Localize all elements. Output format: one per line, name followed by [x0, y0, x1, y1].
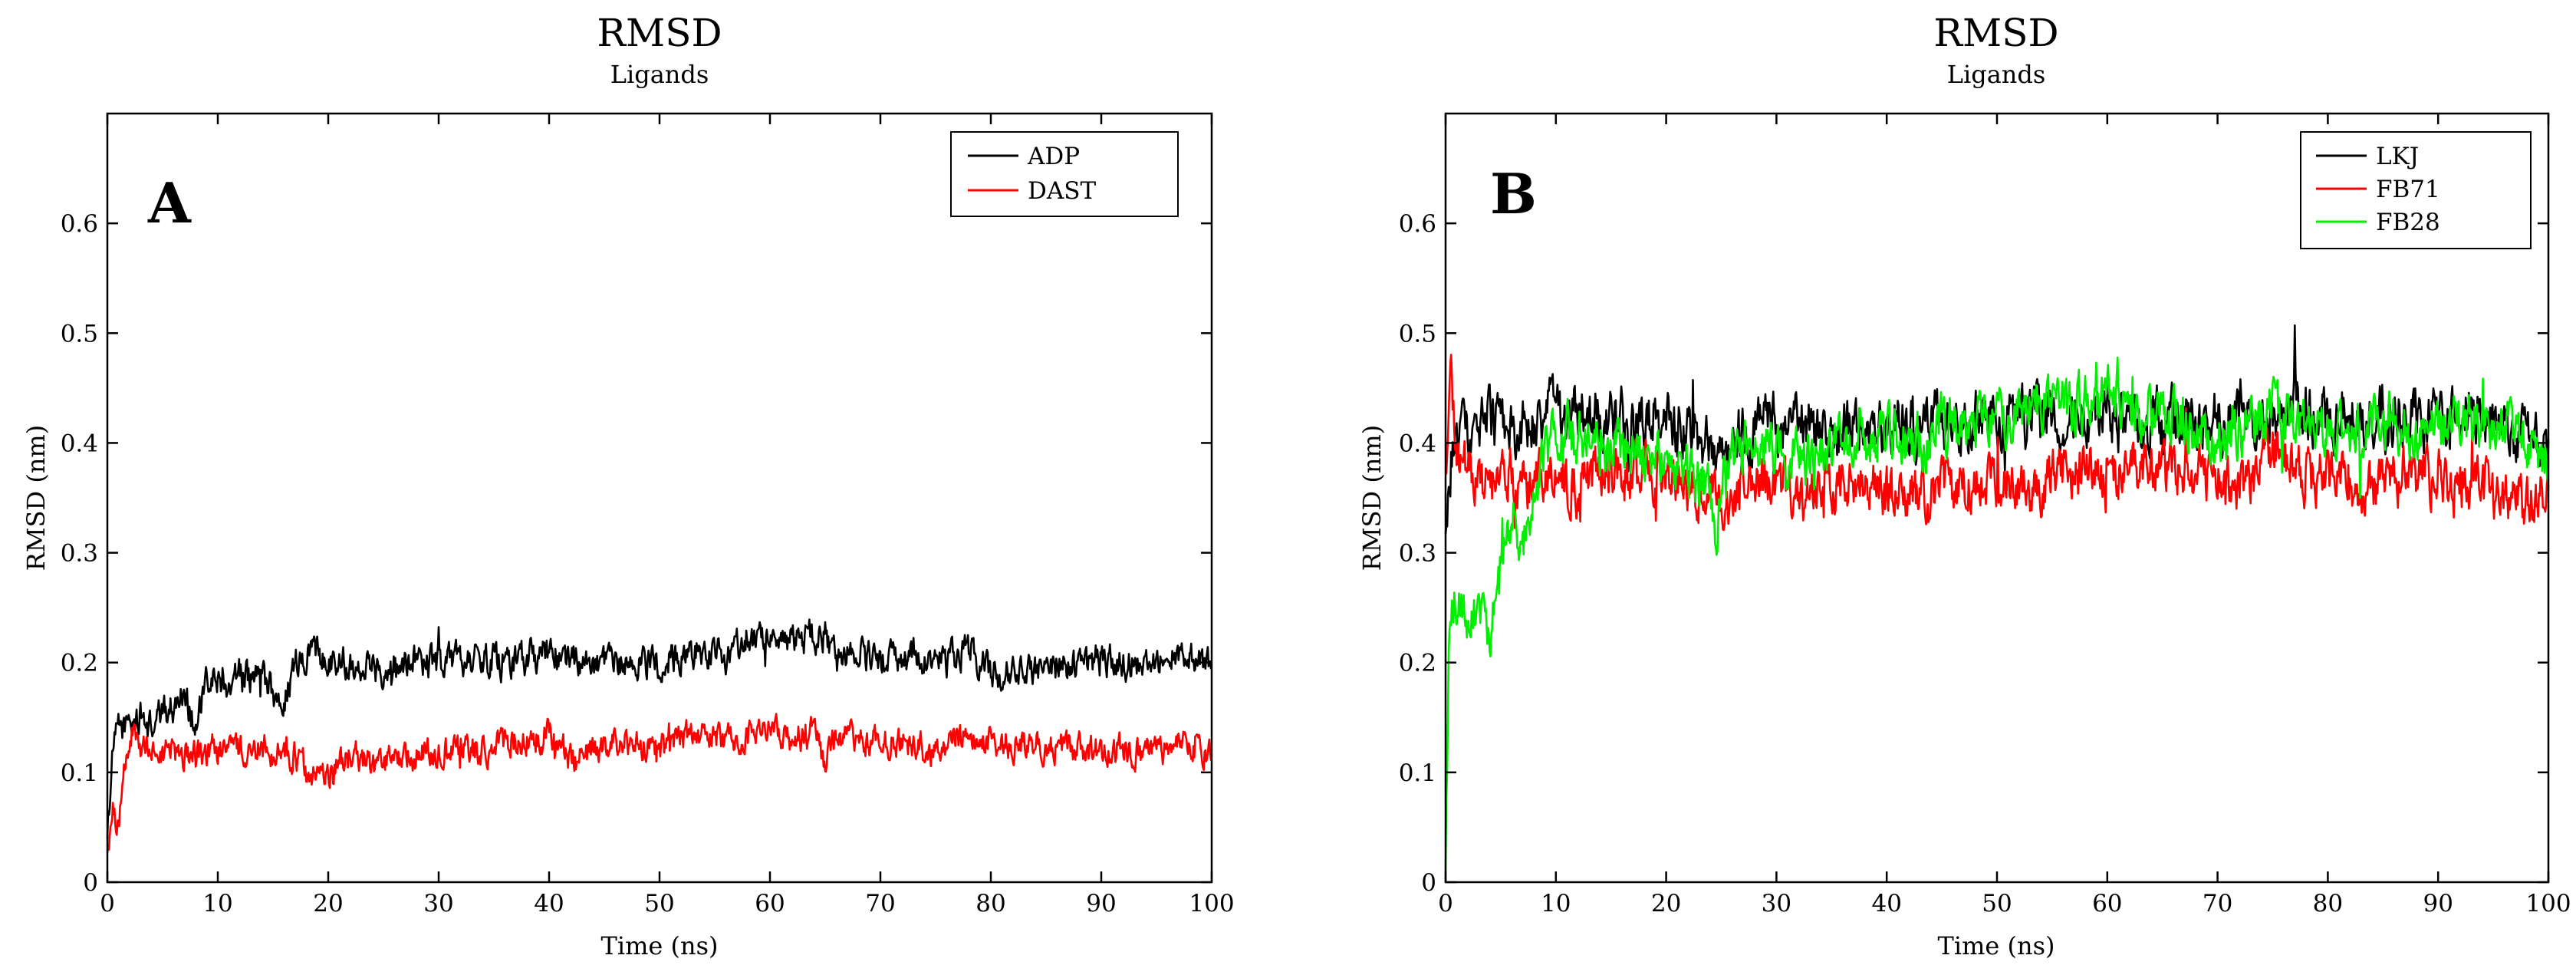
x-tick-label: 40 — [534, 890, 564, 917]
x-tick-label: 20 — [313, 890, 343, 917]
panel-b-letter: B — [1490, 161, 1537, 226]
panel-b-y-axis-label: RMSD (nm) — [1357, 425, 1387, 571]
panel-b-x-axis-label: Time (ns) — [1937, 931, 2055, 960]
y-tick-label: 0.4 — [1399, 430, 1436, 457]
legend-label-fb28: FB28 — [2376, 209, 2440, 236]
x-tick-label: 50 — [1982, 890, 2012, 917]
y-tick-label: 0.2 — [1399, 650, 1436, 677]
panel-a-y-axis-label: RMSD (nm) — [21, 425, 51, 571]
legend-label-fb71: FB71 — [2376, 176, 2440, 203]
x-tick-label: 100 — [1189, 890, 1234, 917]
panel-a-legend: ADP DAST — [950, 131, 1179, 217]
y-tick-label: 0.2 — [61, 650, 98, 677]
y-tick-label: 0.1 — [61, 759, 98, 787]
x-tick-label: 10 — [1541, 890, 1571, 917]
y-tick-label: 0.4 — [61, 430, 98, 457]
series-line-fb28 — [1444, 356, 2550, 871]
x-tick-label: 90 — [2423, 890, 2453, 917]
y-tick-label: 0.1 — [1399, 759, 1436, 787]
x-tick-label: 70 — [2203, 890, 2232, 917]
panel-a-plot-area: 0 10 20 30 40 50 60 70 80 90 100 0 0.1 0.2 0.3 0.4 0.5 0.… — [61, 112, 1235, 917]
legend-label-dast: DAST — [1028, 177, 1096, 205]
panel-a: RMSD Ligands 0 10 20 30 40 50 60 70 80 90 10000.10… — [21, 11, 1235, 960]
panel-a-legend-box — [950, 131, 1179, 217]
y-tick-label: 0.5 — [1399, 320, 1436, 348]
panel-a-axes-frame — [106, 112, 1213, 884]
x-tick-label: 40 — [1871, 890, 1901, 917]
panel-b-plot-area: 0 10 20 30 40 50 60 70 80 90 100 0 0.1 0.2 0.3 0.4 0.5 0.… — [1399, 112, 2571, 917]
legend-label-adp: ADP — [1027, 143, 1080, 170]
x-tick-label: 100 — [2525, 890, 2571, 917]
y-tick-label: 0.6 — [1399, 210, 1436, 238]
x-tick-label: 60 — [755, 890, 785, 917]
y-tick-label: 0.5 — [61, 320, 98, 348]
x-tick-label: 0 — [1438, 890, 1453, 917]
x-tick-label: 70 — [865, 890, 895, 917]
x-tick-label: 60 — [2092, 890, 2122, 917]
y-tick-label: 0.6 — [61, 210, 98, 238]
y-tick-label: 0.3 — [61, 540, 98, 568]
series-line-dast — [106, 713, 1213, 853]
panel-b-legend-box — [2300, 131, 2532, 249]
x-tick-label: 90 — [1086, 890, 1116, 917]
y-tick-label: 0 — [1421, 869, 1436, 897]
panel-b: RMSD Ligands 0 10 20 30 40 50 60 70 80 90 10000.10… — [1357, 11, 2571, 960]
x-tick-label: 80 — [2313, 890, 2343, 917]
x-tick-label: 30 — [423, 890, 453, 917]
x-tick-label: 30 — [1762, 890, 1791, 917]
x-tick-label: 20 — [1651, 890, 1681, 917]
y-tick-label: 0 — [83, 869, 98, 897]
panel-a-subtitle: Ligands — [610, 60, 709, 89]
panel-b-title: RMSD — [1933, 11, 2058, 55]
panel-a-letter: A — [147, 170, 192, 236]
panel-a-title: RMSD — [597, 11, 722, 55]
panel-a-x-axis-label: Time (ns) — [600, 931, 718, 960]
series-line-fb71 — [1444, 354, 2550, 532]
x-tick-label: 0 — [100, 890, 115, 917]
panel-b-subtitle: Ligands — [1947, 60, 2046, 89]
x-tick-label: 10 — [202, 890, 232, 917]
series-line-adp — [106, 618, 1212, 839]
x-tick-label: 80 — [975, 890, 1005, 917]
x-tick-label: 50 — [644, 890, 674, 917]
y-tick-label: 0.3 — [1399, 540, 1436, 568]
legend-label-lkj: LKJ — [2376, 143, 2419, 170]
panel-b-legend: LKJ FB71 FB28 — [2300, 131, 2532, 249]
